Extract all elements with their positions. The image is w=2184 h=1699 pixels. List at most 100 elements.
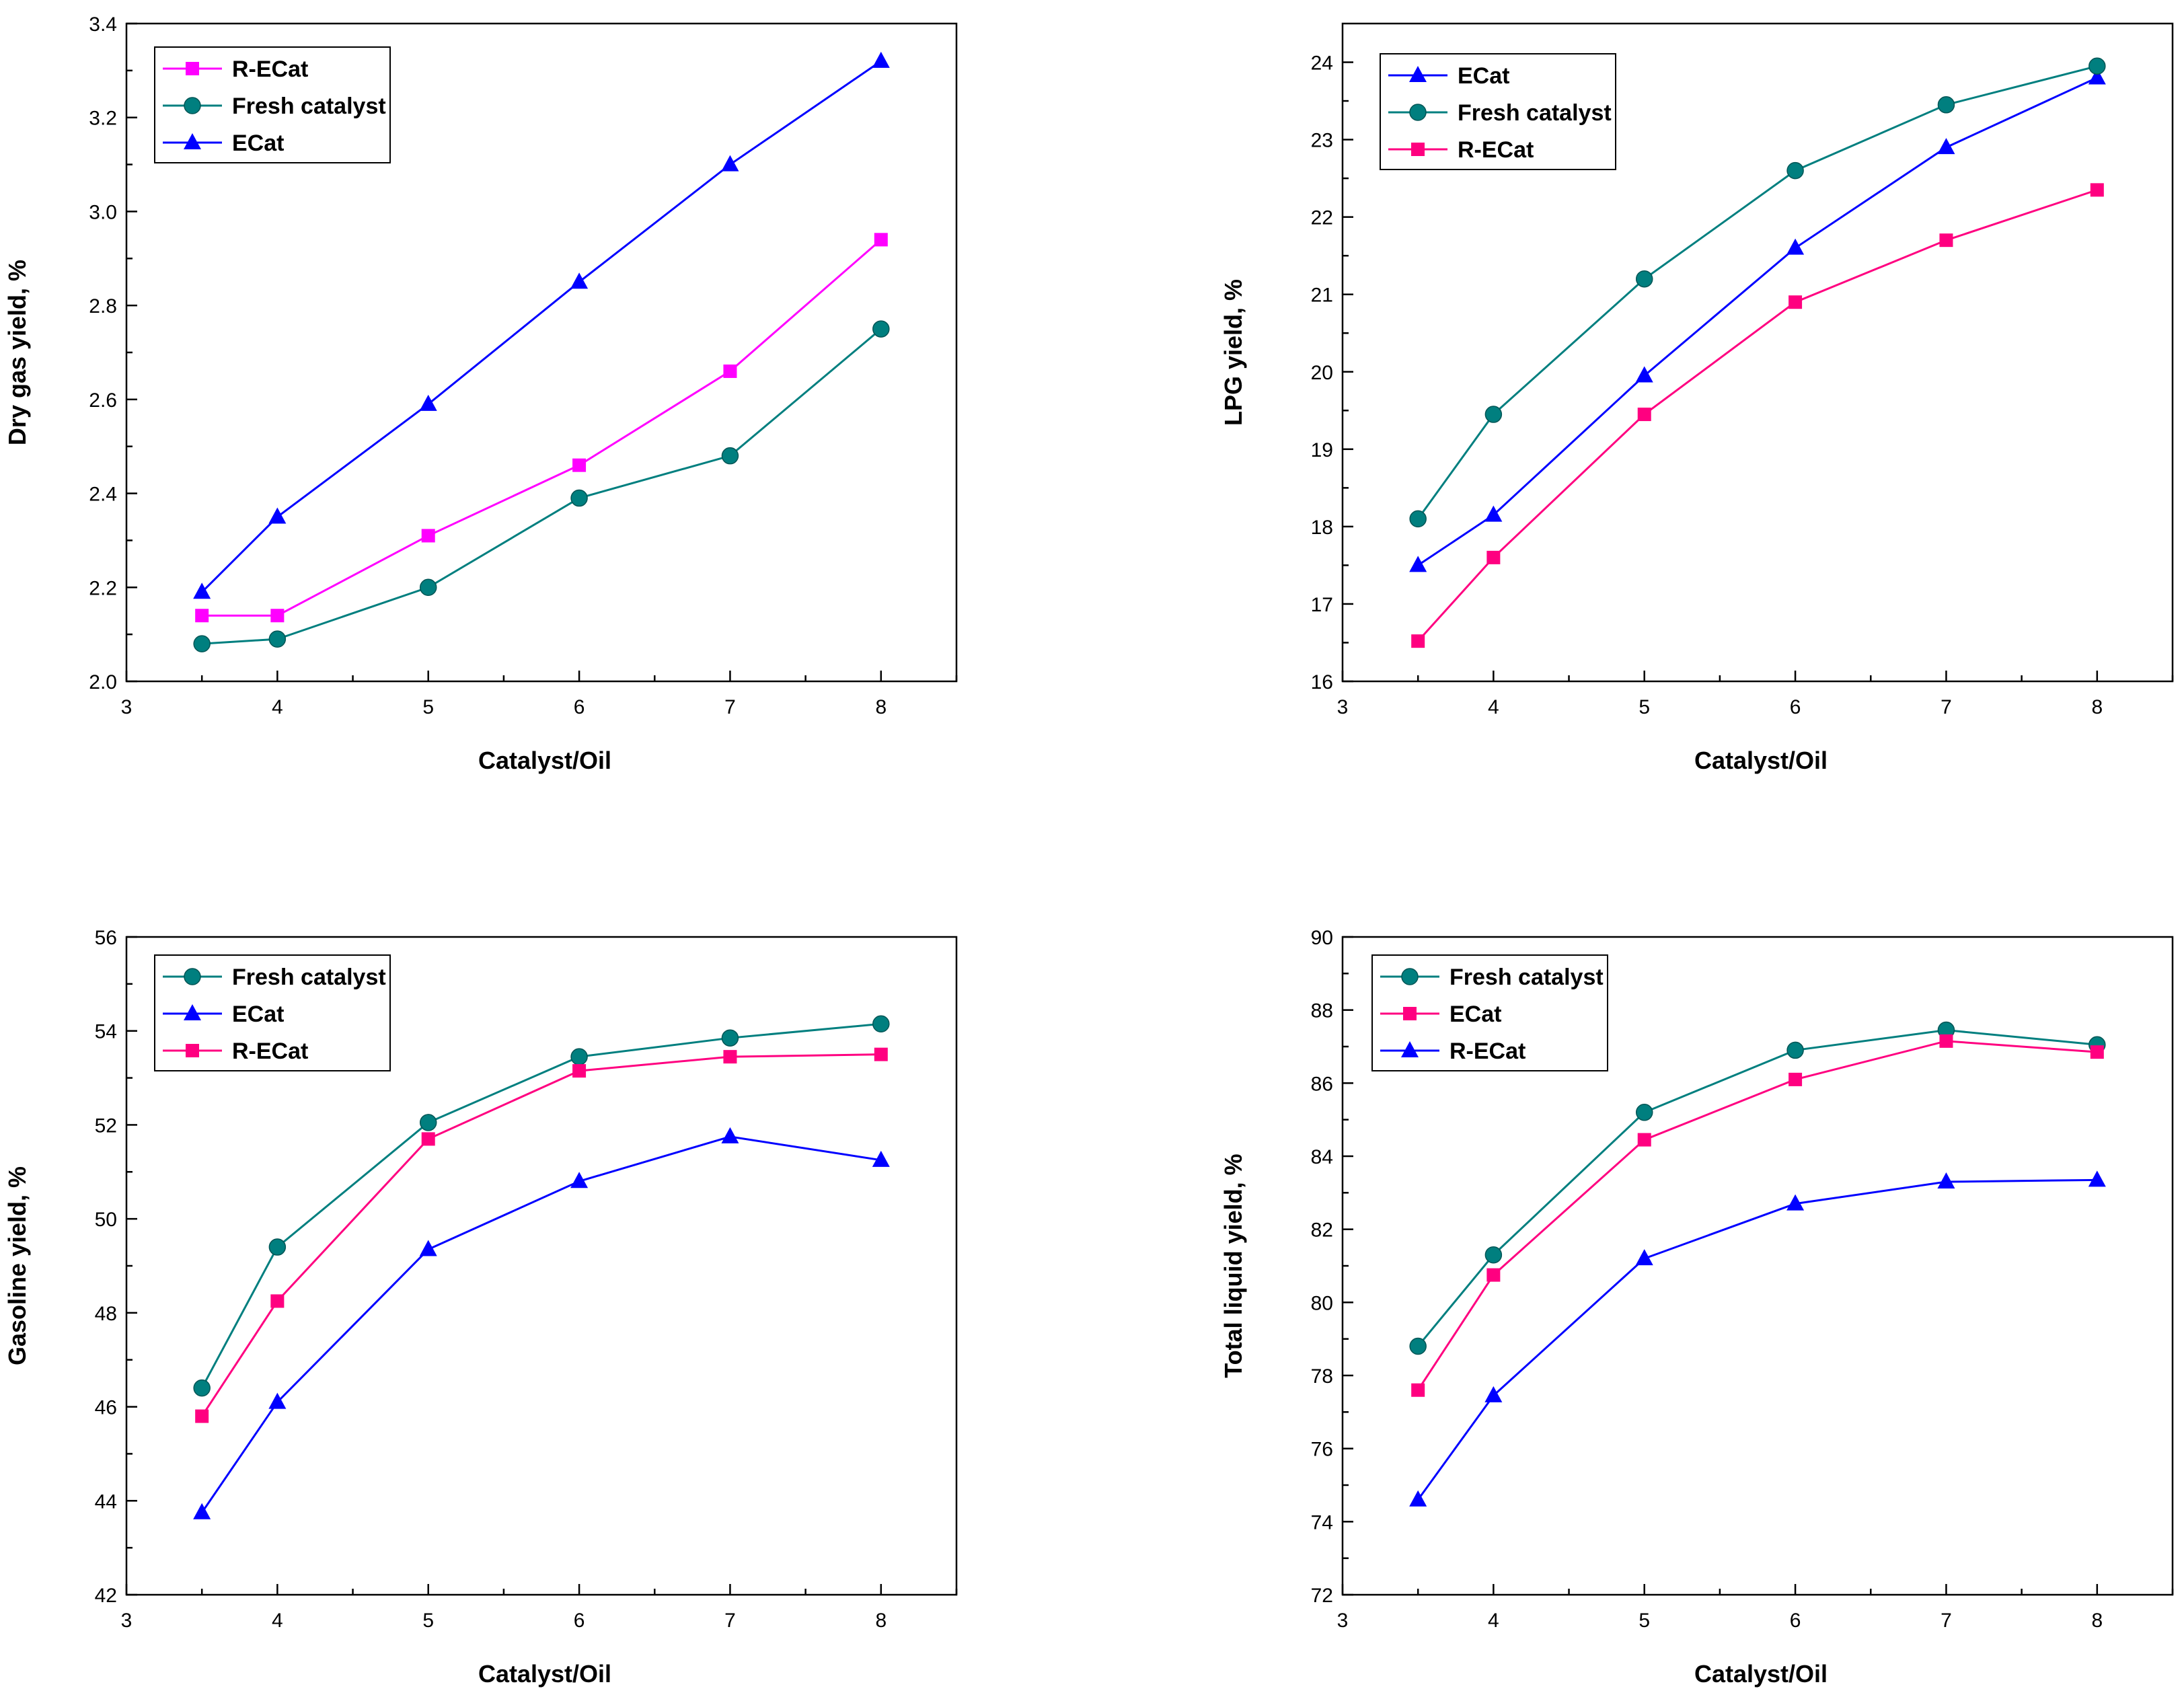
data-point	[270, 609, 285, 623]
data-point	[1788, 295, 1803, 309]
y-tick-label: 84	[1311, 1146, 1333, 1168]
chart-panel-1: 3 4 5 6 7 8 2.0 2.2 2.4 2.6 2.8 3.0 3.2 3.4 Catalyst/O…	[3, 13, 958, 774]
data-point	[1637, 408, 1651, 422]
data-point	[872, 320, 890, 338]
data-point	[268, 1238, 287, 1256]
data-point	[572, 1064, 587, 1078]
x-tick-label: 4	[1488, 1610, 1499, 1632]
y-tick-label: 24	[1311, 52, 1333, 75]
y-tick-label: 46	[95, 1397, 117, 1419]
data-point	[1937, 138, 1955, 155]
y-tick-label: 3.0	[89, 201, 117, 223]
chart-panel-4: 3 4 5 6 7 872747678808284868890Catalyst/OilTo…	[1219, 927, 2174, 1688]
data-point	[721, 447, 739, 465]
x-tick-label: 6	[574, 1610, 585, 1632]
legend-marker	[184, 97, 201, 114]
data-point	[1484, 1246, 1503, 1264]
y-tick-label: 17	[1311, 594, 1333, 616]
series-line	[1417, 77, 2098, 566]
data-point	[874, 233, 888, 247]
series-line	[200, 1135, 882, 1513]
y-axis-label: LPG yield, %	[1219, 279, 1247, 426]
data-point	[570, 1172, 589, 1188]
series-r-ecat	[195, 233, 888, 623]
x-axis-label: Catalyst/Oil	[1694, 747, 1828, 774]
series-ecat	[193, 51, 890, 599]
x-tick-label: 5	[1639, 1610, 1650, 1632]
series-line	[1417, 65, 2098, 520]
data-point	[2088, 57, 2106, 75]
data-point	[872, 1015, 890, 1032]
legend: Fresh catalyst ECat R-ECat	[154, 954, 391, 1071]
x-tick-label: 6	[1790, 696, 1801, 718]
y-tick-label: 2.2	[89, 577, 117, 599]
data-point	[1635, 1249, 1653, 1266]
data-point	[570, 489, 588, 507]
x-tick-label: 3	[1337, 696, 1349, 718]
data-point	[2088, 1170, 2106, 1187]
x-tick-label: 8	[2091, 1610, 2103, 1632]
legend-marker	[1409, 66, 1427, 82]
data-point	[721, 155, 739, 172]
y-tick-label: 90	[1311, 927, 1333, 949]
y-axis-label: Dry gas yield, %	[3, 260, 31, 445]
legend-label: Fresh catalyst	[1449, 965, 1604, 990]
data-point	[419, 1240, 437, 1256]
data-point	[195, 1409, 209, 1423]
series-fresh-catalyst	[1409, 1021, 2106, 1355]
data-point	[1788, 1072, 1803, 1086]
data-point	[1939, 233, 1953, 248]
data-point	[1409, 556, 1427, 572]
legend-label: R-ECat	[1449, 1039, 1526, 1064]
data-point	[721, 1029, 739, 1047]
legend-marker	[1411, 143, 1425, 156]
y-tick-label: 42	[95, 1585, 117, 1607]
data-point	[1411, 634, 1425, 648]
data-point	[2090, 183, 2104, 197]
data-point	[1484, 1386, 1503, 1402]
series-r-ecat	[1411, 183, 2104, 648]
data-point	[193, 635, 211, 652]
legend: R-ECat Fresh catalyst ECat	[154, 46, 391, 163]
data-point	[1486, 550, 1501, 564]
legend-label: Fresh catalyst	[1458, 100, 1612, 126]
legend-label: Fresh catalyst	[232, 965, 386, 990]
data-point	[721, 1127, 739, 1143]
data-point	[419, 578, 437, 597]
y-tick-label: 2.0	[89, 671, 117, 693]
data-point	[268, 507, 287, 524]
y-tick-label: 72	[1311, 1585, 1333, 1607]
data-point	[421, 529, 435, 543]
x-tick-label: 4	[272, 696, 283, 718]
x-tick-label: 5	[422, 1610, 434, 1632]
data-point	[723, 364, 737, 378]
chart-panel-2: 3 4 5 6 7 8 16 17 18 19 20 21 22 23 24 Catalyst/Oil LPG …	[1219, 22, 2174, 774]
data-point	[1786, 161, 1804, 180]
data-point	[570, 272, 589, 289]
data-point	[1635, 1104, 1653, 1121]
x-tick-label: 6	[574, 696, 585, 718]
legend-label: R-ECat	[232, 1039, 308, 1064]
y-tick-label: 44	[95, 1490, 117, 1513]
x-tick-label: 7	[1941, 696, 1952, 718]
y-tick-label: 2.4	[89, 484, 117, 506]
x-tick-label: 7	[724, 696, 736, 718]
x-axis-label: Catalyst/Oil	[478, 747, 611, 774]
legend: ECat Fresh catalyst R-ECat	[1380, 53, 1616, 170]
data-point	[193, 1503, 211, 1519]
legend-marker	[184, 1004, 201, 1020]
y-tick-label: 88	[1311, 1000, 1333, 1022]
legend-label: ECat	[232, 1002, 284, 1027]
legend-marker	[186, 62, 199, 75]
y-tick-label: 18	[1311, 517, 1333, 539]
series-line	[202, 239, 882, 617]
series-line	[200, 1053, 881, 1417]
data-point	[872, 51, 890, 68]
legend-marker	[1401, 1041, 1419, 1057]
y-tick-label: 23	[1311, 130, 1333, 152]
x-tick-label: 8	[875, 696, 887, 718]
series-ecat	[1409, 68, 2106, 572]
series-fresh-catalyst	[193, 1015, 890, 1397]
series-fresh-catalyst	[1409, 57, 2106, 528]
y-tick-label: 20	[1311, 362, 1333, 384]
